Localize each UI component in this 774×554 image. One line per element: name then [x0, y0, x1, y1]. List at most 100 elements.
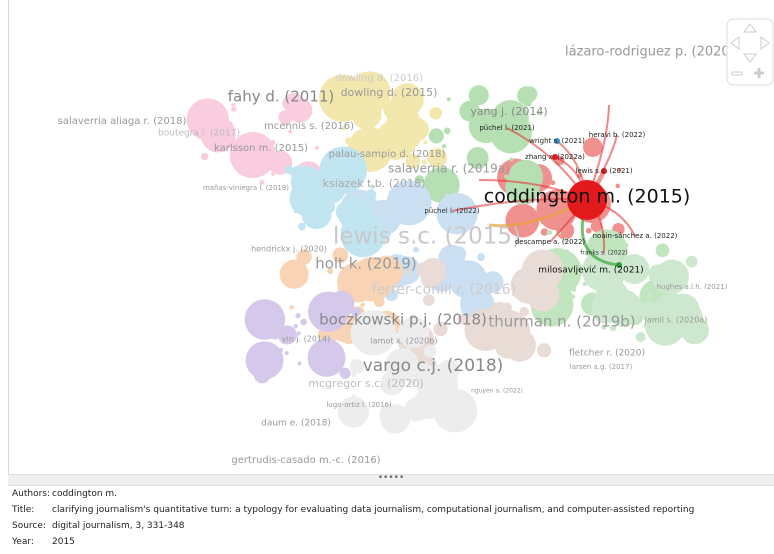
node-label: gertrudis-casado m.-c. (2016)	[231, 455, 380, 466]
node-bubble	[416, 270, 421, 275]
node-bubble	[351, 307, 361, 318]
node-bubble	[517, 86, 536, 105]
pan-left[interactable]	[730, 36, 740, 50]
node-bubble	[635, 332, 646, 343]
node-bubble	[457, 313, 469, 325]
node-label: dowling d. (2015)	[341, 86, 438, 99]
zoom-in[interactable]	[754, 68, 764, 78]
node-bubble	[340, 212, 386, 258]
node-bubble	[414, 175, 424, 185]
node-bubble	[595, 234, 603, 242]
detail-value: coddington m.	[52, 489, 118, 499]
node-bubble	[277, 325, 297, 345]
node-label: larsen a.g. (2017)	[570, 363, 633, 371]
node-bubble	[582, 282, 587, 287]
node-bubble	[581, 249, 624, 292]
node-label: noain-sánchez a. (2022)	[593, 232, 678, 240]
focal-node	[567, 180, 607, 220]
node-bubble	[295, 312, 301, 319]
node-bubble	[314, 145, 319, 150]
node-bubble	[379, 403, 401, 425]
node-label: zhang x. (2022a)	[525, 153, 585, 161]
node-bubble	[419, 257, 447, 285]
node-label: mcennis s. (2016)	[264, 121, 354, 132]
node-bubble	[378, 215, 383, 220]
control-frame	[726, 18, 774, 86]
node-label: lamot k. (2020b)	[371, 337, 438, 346]
node-bubble	[536, 111, 541, 116]
node-bubble	[397, 84, 417, 103]
node-bubble	[279, 259, 309, 289]
detail-value: clarifying journalism's quantitative tur…	[52, 505, 695, 515]
node-bubble	[685, 255, 698, 268]
node-bubble	[340, 151, 360, 170]
zoom-pan-control[interactable]	[726, 18, 774, 86]
node-bubble	[289, 305, 294, 310]
node	[601, 168, 607, 174]
node-label: nguyen a. (2022)	[471, 388, 523, 395]
node-bubble	[349, 359, 365, 374]
node-bubble	[590, 220, 603, 233]
node-bubble	[244, 299, 286, 340]
node-label: fahy d. (2011)	[228, 88, 335, 106]
node-bubble	[406, 269, 411, 274]
pan-right[interactable]	[760, 36, 770, 50]
node-bubble	[278, 110, 293, 125]
node-bubble	[505, 203, 540, 238]
pan-down[interactable]	[743, 53, 757, 63]
node-label: mañas-viniegra l. (2019)	[203, 184, 289, 192]
node-bubble	[410, 211, 419, 219]
node-bubble	[350, 310, 397, 356]
node-bubble	[639, 300, 661, 322]
detail-row: Title: clarifying journalism's quantitati…	[8, 502, 768, 518]
node-bubble	[459, 100, 481, 122]
node-bubble	[375, 119, 417, 160]
node-bubble	[397, 316, 430, 348]
node-bubble	[427, 147, 447, 168]
node-label: ferrer-conill r. (2016)	[372, 282, 516, 298]
node-bubble	[200, 117, 236, 153]
node-bubble	[654, 259, 689, 294]
splitter[interactable]: •••••	[8, 474, 774, 486]
node-label: salaverria r. (2019a)	[388, 162, 510, 176]
node-bubble	[362, 215, 370, 224]
detail-key: Authors:	[12, 489, 51, 499]
node-label: hughes a.l.h. (2021)	[657, 283, 728, 291]
zoom-out[interactable]	[731, 71, 743, 76]
node-bubble	[526, 278, 560, 312]
node-bubble	[414, 362, 432, 381]
node-label: coddington m. (2015)	[484, 186, 691, 208]
node-label: daum e. (2018)	[261, 419, 331, 429]
node-bubble	[485, 281, 490, 286]
node-bubble	[481, 271, 504, 293]
node-bubble	[284, 93, 304, 113]
node-label: wright s. (2021)	[529, 137, 585, 145]
node-bubble	[423, 345, 437, 358]
node-bubble	[585, 227, 592, 234]
node-bubble	[229, 131, 276, 178]
node-bubble	[601, 325, 607, 330]
node-bubble	[296, 249, 312, 265]
node-bubble	[550, 180, 556, 186]
pan-up[interactable]	[743, 23, 757, 33]
node-label: lewis s.c. (2015)	[333, 224, 521, 250]
node-label: franks s. (2022)	[580, 250, 627, 257]
network-map[interactable]: lázaro-rodriguez p. (2020b) dowling d. (2…	[8, 0, 774, 474]
node-bubble	[245, 341, 284, 380]
node-bubble	[200, 152, 209, 161]
node-label: thurman n. (2019b)	[488, 313, 635, 331]
node-bubble	[413, 246, 419, 253]
node-label: boutegra l. (2017)	[158, 129, 240, 139]
node	[552, 154, 558, 160]
node-bubble	[606, 292, 611, 297]
node-label: püchel l. (2022)	[424, 207, 480, 215]
node-bubble	[332, 247, 349, 264]
node-label: vargo c.j. (2018)	[363, 356, 504, 376]
node-bubble	[647, 293, 652, 298]
node-bubble	[553, 215, 559, 222]
node-label: karlsson m. (2015)	[214, 143, 308, 154]
node-bubble	[298, 222, 306, 231]
node-bubble	[499, 116, 515, 132]
detail-row: Source: digital journalism, 3, 331-348	[8, 518, 768, 534]
